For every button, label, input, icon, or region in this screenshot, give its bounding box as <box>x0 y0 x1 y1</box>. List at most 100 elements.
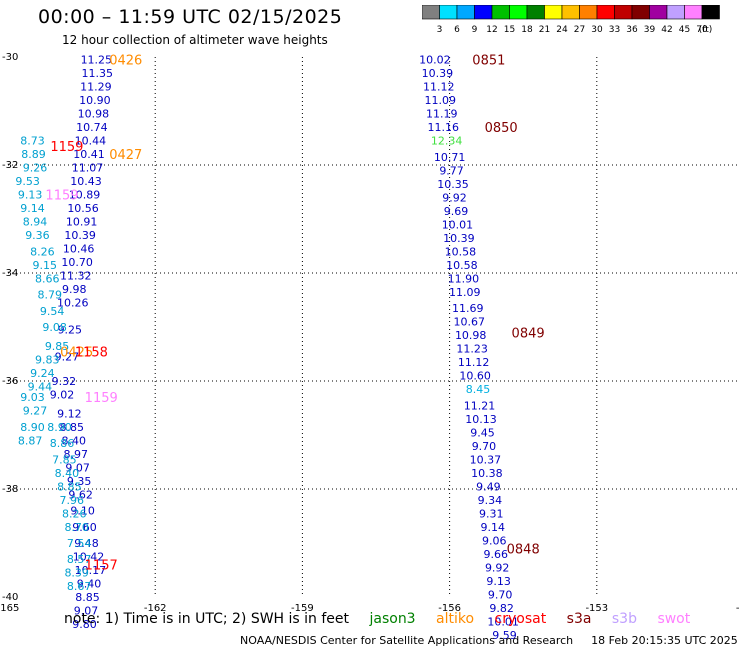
wave-height-point: 9.26 <box>23 162 48 175</box>
wave-height-point: 11.12 <box>423 81 455 94</box>
wave-height-point: 8.67 <box>67 580 92 593</box>
wave-height-point: 9.07 <box>74 605 99 618</box>
wave-height-point: 7.54 <box>67 537 92 550</box>
wave-height-point: 8.26 <box>30 245 55 258</box>
wave-height-point: 9.45 <box>470 426 495 439</box>
sat-cryosat: cryosat <box>494 611 547 627</box>
wave-height-point: 10.39 <box>64 229 96 242</box>
wave-height-point: 10.01 <box>487 615 519 628</box>
wave-height-point: 9.27 <box>23 405 48 418</box>
wave-height-point: 8.85 <box>57 480 82 493</box>
wave-height-point: 8.45 <box>466 383 491 396</box>
wave-height-point: 10.41 <box>73 148 105 161</box>
wave-height-point: 9.34 <box>478 494 503 507</box>
y-tick-label: -34 <box>2 268 18 279</box>
wave-height-point: 10.98 <box>78 108 110 121</box>
wave-height-point: 11.32 <box>60 270 92 283</box>
wave-height-point: 9.24 <box>30 367 55 380</box>
wave-height-point: 11.25 <box>81 54 113 67</box>
colorbar-label: 30 <box>591 25 603 35</box>
pass-time-label: 1157 <box>85 559 118 574</box>
wave-height-point: 10.38 <box>471 467 503 480</box>
colorbar-label: 6 <box>454 25 460 35</box>
y-tick-label: -40 <box>2 592 18 603</box>
wave-height-point: 9.92 <box>485 561 510 574</box>
footer-agency: NOAA/NESDIS Center for Satellite Applica… <box>240 634 574 647</box>
wave-height-point: 10.67 <box>453 316 485 329</box>
wave-height-point: 9.13 <box>18 189 43 202</box>
wave-height-point: 9.80 <box>72 618 97 631</box>
y-tick-label: -30 <box>2 52 18 63</box>
wave-height-point: 9.40 <box>77 578 102 591</box>
wave-height-point: 9.32 <box>52 375 77 388</box>
wave-height-point: 9.48 <box>74 537 99 550</box>
wave-height-point: 8.73 <box>20 135 45 148</box>
wave-height-point: 9.66 <box>483 548 508 561</box>
colorbar-label: 9 <box>472 25 478 35</box>
wave-height-point: 12.34 <box>431 135 463 148</box>
wave-height-point: 7.96 <box>60 494 85 507</box>
wave-height-point: 9.14 <box>481 521 506 534</box>
wave-height-point: 9.10 <box>70 505 95 518</box>
chart-subtitle: 12 hour collection of altimeter wave hei… <box>62 33 328 47</box>
wave-height-point: 8.89 <box>21 148 46 161</box>
wave-height-point: 8.94 <box>23 216 48 229</box>
wave-height-point: 10.39 <box>443 232 475 245</box>
pass-time-label: 0849 <box>512 326 545 341</box>
colorbar-label: 33 <box>609 25 620 35</box>
x-tick-label: -162 <box>144 603 167 614</box>
pass-time-label: 1158 <box>75 345 108 360</box>
wave-height-point: 9.12 <box>57 407 82 420</box>
wave-height-point: 10.02 <box>419 54 451 67</box>
wave-height-point: 8.90 <box>47 421 72 434</box>
colorbar-label: 21 <box>539 25 550 35</box>
note-row: note: 1) Time is in UTC; 2) SWH is in fe… <box>64 611 706 627</box>
wave-height-point: 9.13 <box>486 575 511 588</box>
colorbar-label: 18 <box>521 25 533 35</box>
wave-height-point: 10.46 <box>63 243 95 256</box>
wave-height-point: 9.36 <box>25 229 50 242</box>
wave-height-point: 8.85 <box>60 421 85 434</box>
wave-height-point: 9.44 <box>28 380 53 393</box>
wave-height-point: 9.06 <box>482 534 507 547</box>
wave-height-point: 11.90 <box>448 272 480 285</box>
y-tick-label: -36 <box>2 376 18 387</box>
y-tick-label: -38 <box>2 484 18 495</box>
sat-s3b: s3b <box>611 611 637 627</box>
wave-height-point: 10.60 <box>459 370 491 383</box>
wave-height-point: 9.85 <box>45 340 70 353</box>
footer-timestamp: 18 Feb 20:15:35 UTC 2025 <box>591 634 738 647</box>
colorbar-label: 36 <box>626 25 638 35</box>
pass-time-label: 0426 <box>109 54 142 69</box>
x-tick-label: -153 <box>585 603 608 614</box>
wave-height-point: 10.71 <box>434 151 466 164</box>
wave-height-point: 9.25 <box>58 324 83 337</box>
wave-height-point: 8.90 <box>20 421 45 434</box>
wave-height-point: 11.12 <box>458 356 490 369</box>
colorbar-label: 24 <box>556 25 568 35</box>
wave-height-point: 10.91 <box>66 216 98 229</box>
wave-height-point: 8.87 <box>18 434 43 447</box>
pass-time-label: 1159 <box>85 391 118 406</box>
wave-height-point: 9.08 <box>42 321 67 334</box>
wave-height-point: 9.77 <box>439 164 464 177</box>
wave-height-point: 10.37 <box>470 453 502 466</box>
footer: NOAA/NESDIS Center for Satellite Applica… <box>240 634 738 647</box>
colorbar-swatch <box>701 5 720 20</box>
wave-height-point: 9.15 <box>33 259 58 272</box>
wave-height-point: 10.56 <box>67 202 99 215</box>
wave-height-point: 8.97 <box>63 448 88 461</box>
wave-height-point: 9.53 <box>15 175 40 188</box>
x-tick-label: -159 <box>291 603 314 614</box>
wave-height-point: 9.98 <box>62 283 87 296</box>
colorbar-label: 70 <box>696 25 708 35</box>
wave-height-point: 9.02 <box>50 389 75 402</box>
pass-time-label: 0427 <box>109 148 142 163</box>
wave-height-point: 9.49 <box>476 480 501 493</box>
wave-height-point: 7.85 <box>52 453 77 466</box>
wave-height-point: 10.17 <box>75 564 107 577</box>
wave-height-point: 11.69 <box>452 302 484 315</box>
sat-s3a: s3a <box>566 611 592 627</box>
colorbar-label: 39 <box>644 25 656 35</box>
